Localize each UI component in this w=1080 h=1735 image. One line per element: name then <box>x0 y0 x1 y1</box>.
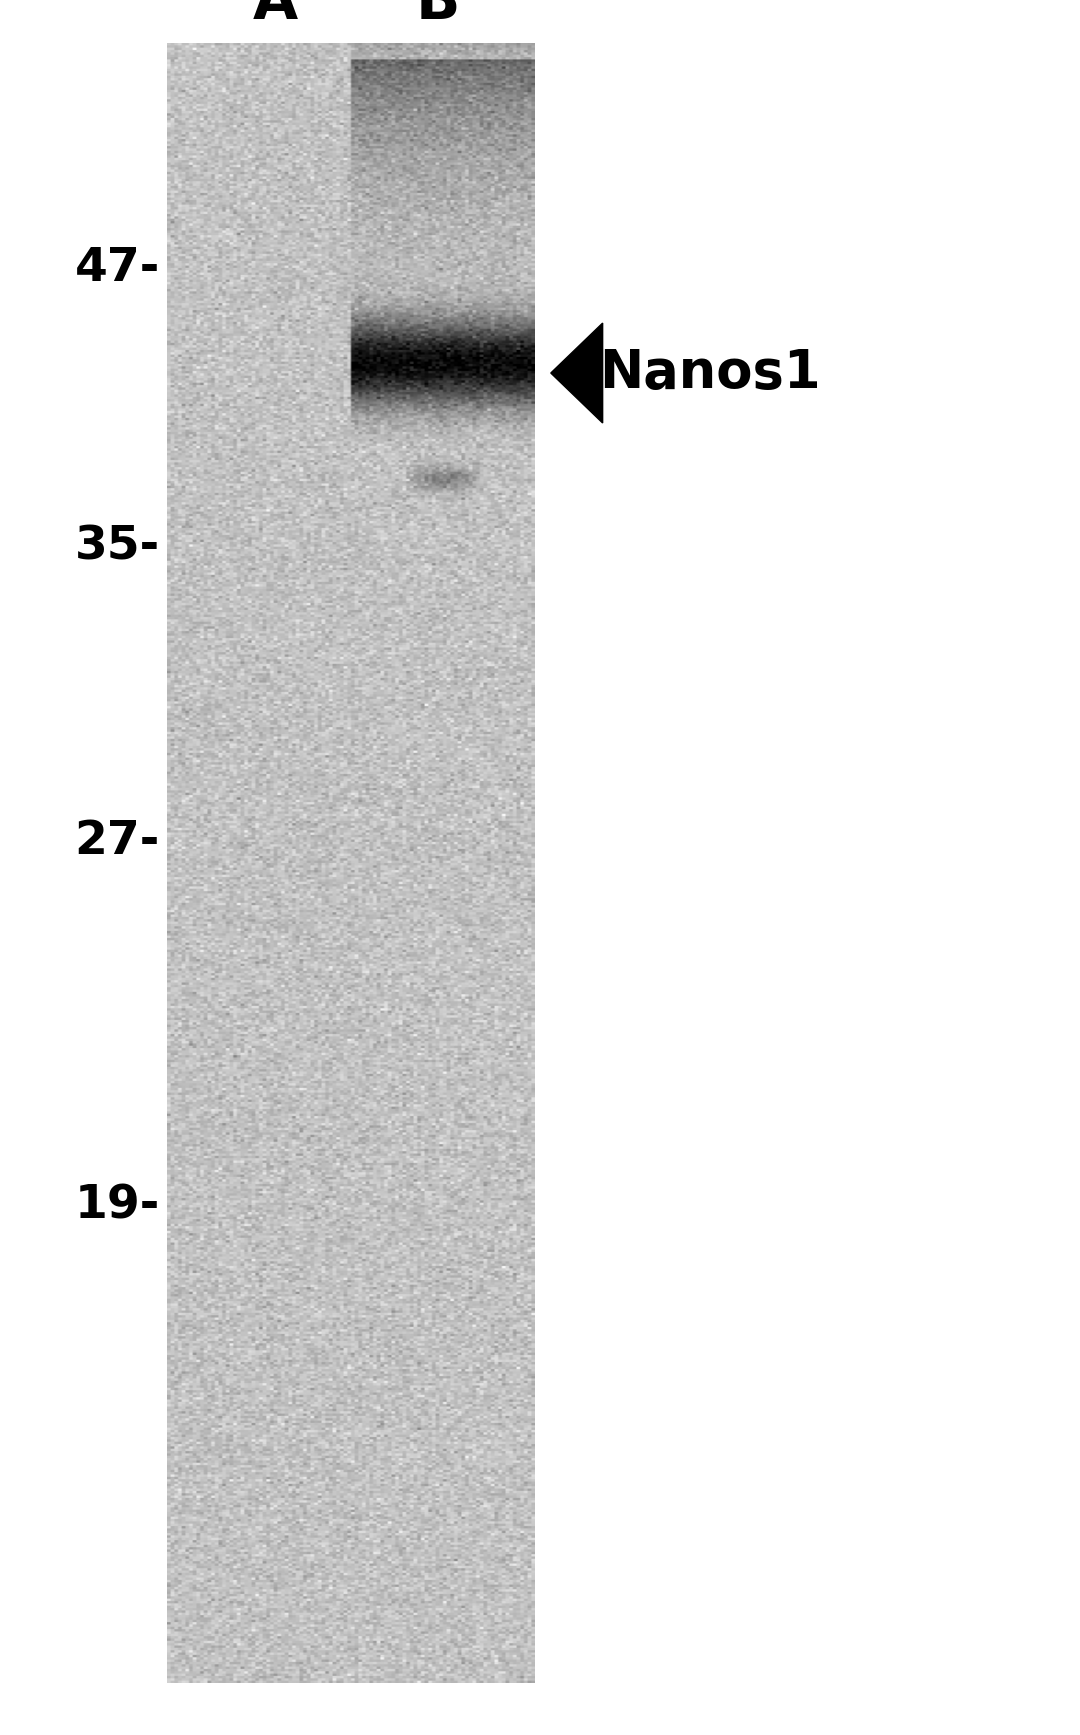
Polygon shape <box>551 323 603 423</box>
Text: B: B <box>415 0 460 31</box>
Text: A: A <box>253 0 298 31</box>
Text: 47-: 47- <box>75 246 160 291</box>
Text: 19-: 19- <box>75 1183 160 1228</box>
Text: 27-: 27- <box>75 819 160 864</box>
Text: 35-: 35- <box>75 524 160 569</box>
Text: Nanos1: Nanos1 <box>599 347 821 399</box>
